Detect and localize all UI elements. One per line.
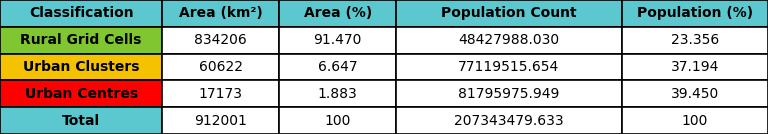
Text: Population (%): Population (%)	[637, 6, 753, 20]
Bar	[396, 27, 621, 54]
Text: 6.647: 6.647	[318, 60, 358, 74]
Bar	[621, 54, 768, 80]
Text: 100: 100	[325, 114, 351, 128]
Bar	[0, 54, 162, 80]
Text: Total: Total	[62, 114, 100, 128]
Bar	[621, 27, 768, 54]
Bar	[280, 54, 396, 80]
Text: 37.194: 37.194	[670, 60, 719, 74]
Text: 77119515.654: 77119515.654	[458, 60, 560, 74]
Text: 60622: 60622	[199, 60, 243, 74]
Bar	[280, 80, 396, 107]
Text: Area (%): Area (%)	[303, 6, 372, 20]
Text: 100: 100	[682, 114, 708, 128]
Bar	[162, 80, 280, 107]
Bar	[621, 107, 768, 134]
Bar	[162, 107, 280, 134]
Bar	[280, 27, 396, 54]
Bar	[280, 0, 396, 27]
Text: 39.450: 39.450	[670, 87, 719, 101]
Bar	[162, 27, 280, 54]
Text: Rural Grid Cells: Rural Grid Cells	[21, 33, 142, 47]
Bar	[396, 80, 621, 107]
Text: 1.883: 1.883	[318, 87, 358, 101]
Text: 91.470: 91.470	[313, 33, 362, 47]
Bar	[396, 0, 621, 27]
Bar	[0, 27, 162, 54]
Text: 207343479.633: 207343479.633	[454, 114, 564, 128]
Bar	[162, 54, 280, 80]
Bar	[396, 54, 621, 80]
Text: 834206: 834206	[194, 33, 247, 47]
Bar	[162, 0, 280, 27]
Bar	[621, 80, 768, 107]
Text: Urban Clusters: Urban Clusters	[23, 60, 139, 74]
Bar	[0, 107, 162, 134]
Text: 912001: 912001	[194, 114, 247, 128]
Text: Area (km²): Area (km²)	[179, 6, 263, 20]
Text: 81795975.949: 81795975.949	[458, 87, 560, 101]
Bar	[0, 0, 162, 27]
Text: 23.356: 23.356	[670, 33, 719, 47]
Text: 48427988.030: 48427988.030	[458, 33, 560, 47]
Bar	[280, 107, 396, 134]
Text: Population Count: Population Count	[441, 6, 577, 20]
Text: Urban Centres: Urban Centres	[25, 87, 137, 101]
Bar	[621, 0, 768, 27]
Text: 17173: 17173	[199, 87, 243, 101]
Text: Classification: Classification	[28, 6, 134, 20]
Bar	[396, 107, 621, 134]
Bar	[0, 80, 162, 107]
